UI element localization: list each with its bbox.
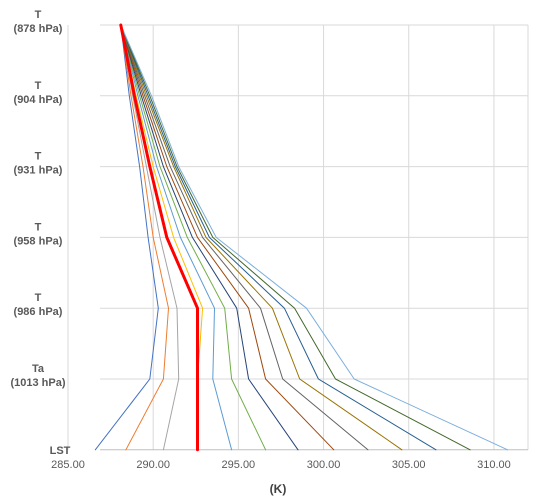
level-label-pressure: (878 hPa) [14,23,63,35]
series-line-11 [120,24,403,451]
level-label-pressure: (904 hPa) [14,94,63,106]
x-tick-label: 305.00 [392,459,426,471]
level-label-symbol: T [35,80,42,92]
x-tick-label: 290.00 [136,459,170,471]
series-line-13 [120,24,471,451]
grid [67,24,529,451]
series-line-7 [120,24,267,451]
level-labels: T (878 hPa) T (904 hPa) T (931 hPa) T (958 hPa)… [10,9,70,457]
level-label-symbol: T [35,292,42,304]
level-label-symbol: T [35,151,42,163]
level-label-pressure: (958 hPa) [14,235,63,247]
series-line-8 [120,24,299,451]
series-line-6 [120,24,233,451]
series-line-2 [120,24,169,451]
x-tick-label: 310.00 [477,459,511,471]
level-label-symbol: LST [50,445,71,457]
level-label-symbol: T [35,221,42,233]
series-line-14 [120,24,509,451]
series-line-1 [94,24,159,451]
level-label-pressure: (1013 hPa) [10,377,65,389]
series-line-12 [120,24,437,451]
series-lines [94,23,509,452]
series-line-3 [120,24,180,451]
level-label-symbol: T [35,9,42,21]
level-label-symbol: Ta [32,363,45,375]
level-label-pressure: (931 hPa) [14,165,63,177]
series-line-9 [120,24,335,451]
series-line-10 [120,24,369,451]
x-tick-label: 295.00 [222,459,256,471]
x-tick-labels: 285.00 290.00 295.00 300.00 305.00 310.00 [51,459,511,471]
series-line-4 [119,23,199,452]
level-label-pressure: (986 hPa) [14,306,63,318]
x-axis-label: (K) [270,482,287,496]
x-tick-label: 285.00 [51,459,85,471]
x-tick-label: 300.00 [307,459,341,471]
